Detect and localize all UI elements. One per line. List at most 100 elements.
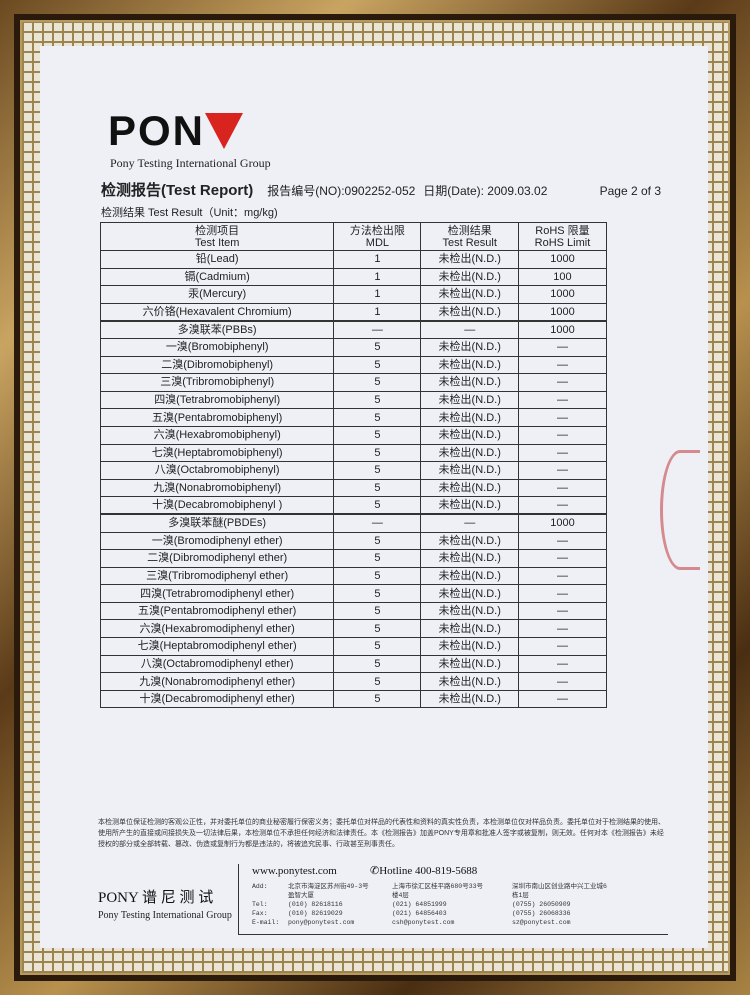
table-cell: 九溴(Nonabromodiphenyl ether) bbox=[99, 672, 335, 691]
red-seal-stamp bbox=[660, 450, 700, 570]
table-cell: 5 bbox=[333, 408, 422, 427]
table-cell: 未检出(N.D.) bbox=[420, 531, 519, 551]
table-cell: 5 bbox=[333, 425, 422, 445]
table-cell: 5 bbox=[333, 584, 422, 603]
column-header: 方法检出限 MDL bbox=[333, 222, 422, 251]
table-row: 二溴(Dibromodiphenyl ether) 5 未检出(N.D.) — bbox=[99, 549, 608, 568]
report-number: 报告编号(NO):0902252-052 bbox=[267, 184, 416, 198]
table-cell: 5 bbox=[333, 461, 422, 480]
table-cell: — bbox=[517, 478, 608, 498]
table-cell: — bbox=[517, 689, 608, 709]
table-row: 八溴(Octabromodiphenyl ether) 5 未检出(N.D.) — bbox=[99, 654, 608, 674]
table-cell: 5 bbox=[333, 689, 422, 709]
table-cell: 5 bbox=[333, 478, 422, 498]
table-cell: 1 bbox=[333, 285, 422, 304]
table-cell: 5 bbox=[333, 566, 422, 586]
table-cell: 六价铬(Hexavalent Chromium) bbox=[99, 302, 335, 322]
table-cell: 铅(Lead) bbox=[99, 250, 335, 269]
table-cell: 二溴(Dibromodiphenyl ether) bbox=[99, 549, 335, 568]
table-cell: 未检出(N.D.) bbox=[420, 337, 519, 357]
table-cell: 一溴(Bromodiphenyl ether) bbox=[99, 531, 335, 551]
column-header-line: Test Item bbox=[194, 236, 240, 249]
table-cell: 六溴(Hexabromodiphenyl ether) bbox=[99, 619, 335, 639]
table-row: 四溴(Tetrabromodiphenyl ether) 5 未检出(N.D.) — bbox=[99, 584, 608, 603]
table-cell: — bbox=[517, 672, 608, 691]
table-cell: 5 bbox=[333, 637, 422, 656]
disclaimer: 本检测单位保证检测的客观公正性，并对委托单位的商业秘密履行保密义务；委托单位对样… bbox=[98, 819, 665, 848]
table-cell: — bbox=[333, 513, 422, 533]
table-cell: 5 bbox=[333, 619, 422, 639]
column-header-line: 方法检出限 bbox=[349, 224, 405, 237]
office-beijing: 北京市海淀区苏州街49-3号 盈智大厦 (010) 82618116 (010)… bbox=[288, 883, 369, 926]
column-header: 检测结果 Test Result bbox=[420, 222, 519, 251]
column-header-line: RoHS Limit bbox=[534, 236, 591, 249]
table-cell: — bbox=[420, 513, 519, 533]
table-cell: 未检出(N.D.) bbox=[420, 496, 519, 515]
table-cell: 未检出(N.D.) bbox=[420, 443, 519, 463]
table-cell: — bbox=[517, 601, 608, 621]
table-row: 四溴(Tetrabromobiphenyl) 5 未检出(N.D.) — bbox=[99, 390, 608, 410]
table-cell: 多溴联苯(PBBs) bbox=[99, 320, 335, 339]
table-cell: 5 bbox=[333, 601, 422, 621]
table-cell: — bbox=[517, 549, 608, 568]
table-cell: — bbox=[517, 373, 608, 392]
column-header-line: 检测项目 bbox=[195, 224, 240, 237]
footer-divider bbox=[238, 864, 239, 934]
table-cell: 汞(Mercury) bbox=[99, 285, 335, 304]
table-row: 七溴(Heptabromodiphenyl ether) 5 未检出(N.D.) — bbox=[99, 637, 608, 656]
report-title: 检测报告(Test Report) bbox=[101, 182, 254, 199]
table-cell: — bbox=[517, 584, 608, 603]
column-header-line: Test Result bbox=[442, 236, 497, 249]
table-cell: 镉(Cadmium) bbox=[99, 267, 335, 287]
table-cell: 1000 bbox=[517, 302, 608, 322]
contact-labels: Add: Tel: Fax: E-mail: bbox=[252, 883, 280, 926]
table-row: 汞(Mercury) 1 未检出(N.D.) 1000 bbox=[99, 285, 608, 304]
table-cell: 未检出(N.D.) bbox=[420, 355, 519, 375]
table-cell: 八溴(Octabromodiphenyl ether) bbox=[99, 654, 335, 674]
table-cell: 七溴(Heptabromodiphenyl ether) bbox=[99, 637, 335, 656]
table-cell: — bbox=[517, 408, 608, 427]
page-number: Page 2 of 3 bbox=[599, 184, 661, 198]
table-cell: 四溴(Tetrabromodiphenyl ether) bbox=[99, 584, 335, 603]
table-cell: — bbox=[517, 496, 608, 515]
table-cell: 未检出(N.D.) bbox=[420, 250, 519, 269]
table-cell: 1 bbox=[333, 250, 422, 269]
table-cell: 三溴(Tribromodiphenyl ether) bbox=[99, 566, 335, 586]
table-cell: 未检出(N.D.) bbox=[420, 461, 519, 480]
table-cell: 未检出(N.D.) bbox=[420, 285, 519, 304]
table-row: 三溴(Tribromobiphenyl) 5 未检出(N.D.) — bbox=[99, 373, 608, 392]
office-shanghai: 上海市徐汇区桂平路680号33号 楼4层 (021) 64851999 (021… bbox=[392, 883, 484, 926]
column-header: RoHS 限量 RoHS Limit bbox=[517, 222, 608, 251]
table-cell: 未检出(N.D.) bbox=[420, 672, 519, 691]
table-row: 一溴(Bromodiphenyl ether) 5 未检出(N.D.) — bbox=[99, 531, 608, 551]
logo-triangle-icon bbox=[205, 113, 244, 149]
column-header-line: RoHS 限量 bbox=[535, 224, 590, 237]
table-cell: — bbox=[333, 320, 422, 339]
table-row: 九溴(Nonabromobiphenyl) 5 未检出(N.D.) — bbox=[99, 478, 608, 498]
website-link[interactable]: www.ponytest.com bbox=[252, 865, 337, 877]
table-cell: 三溴(Tribromobiphenyl) bbox=[99, 373, 335, 392]
table-cell: 1000 bbox=[517, 250, 608, 269]
table-row: 六价铬(Hexavalent Chromium) 1 未检出(N.D.) 1000 bbox=[99, 302, 608, 322]
pony-logo: PON bbox=[108, 108, 244, 154]
table-cell: 未检出(N.D.) bbox=[420, 478, 519, 498]
table-row: 六溴(Hexabromobiphenyl) 5 未检出(N.D.) — bbox=[99, 425, 608, 445]
table-cell: — bbox=[517, 531, 608, 551]
table-cell: 5 bbox=[333, 531, 422, 551]
table-cell: 未检出(N.D.) bbox=[420, 619, 519, 639]
table-cell: 未检出(N.D.) bbox=[420, 267, 519, 287]
table-cell: 1 bbox=[333, 302, 422, 322]
table-cell: 未检出(N.D.) bbox=[420, 689, 519, 709]
table-row: 十溴(Decabromobiphenyl ) 5 未检出(N.D.) — bbox=[99, 496, 608, 515]
table-cell: 未检出(N.D.) bbox=[420, 654, 519, 674]
table-cell: 5 bbox=[333, 443, 422, 463]
logo-subtitle: Pony Testing International Group bbox=[110, 156, 271, 170]
table-cell: 5 bbox=[333, 355, 422, 375]
table-cell: 八溴(Octabromobiphenyl) bbox=[99, 461, 335, 480]
table-cell: 六溴(Hexabromobiphenyl) bbox=[99, 425, 335, 445]
table-cell: 5 bbox=[333, 337, 422, 357]
report-header: 检测报告(Test Report) 报告编号(NO):0902252-052 日… bbox=[101, 182, 661, 200]
table-cell: 未检出(N.D.) bbox=[420, 637, 519, 656]
table-cell: — bbox=[517, 461, 608, 480]
table-cell: — bbox=[517, 337, 608, 357]
